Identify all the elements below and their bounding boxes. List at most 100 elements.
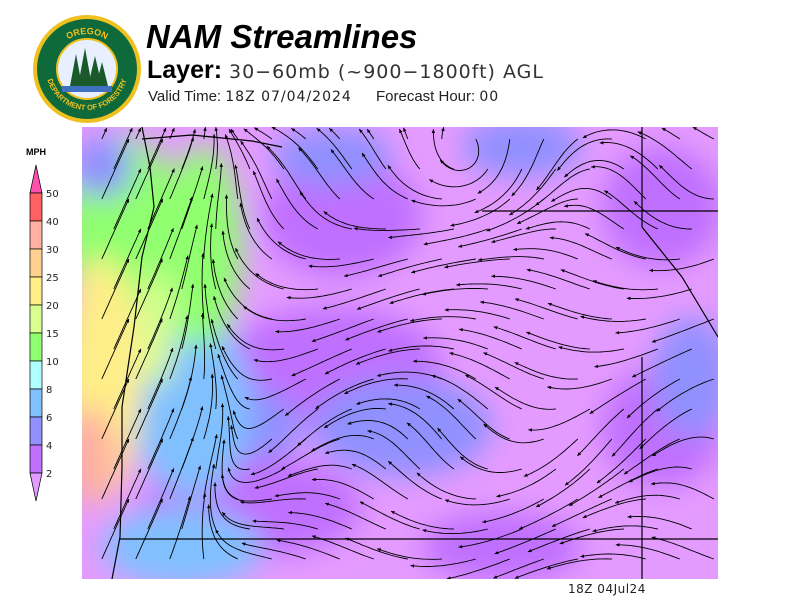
streamline-arrowhead (137, 128, 141, 133)
streamline (275, 318, 340, 333)
streamline (423, 337, 488, 350)
streamline (113, 168, 142, 230)
streamline (284, 378, 341, 417)
streamline (629, 155, 681, 200)
streamline-arrowhead (159, 438, 163, 443)
streamline-arrowhead (344, 390, 349, 394)
legend-tick-label: 40 (46, 217, 59, 228)
legend-tick-label: 4 (46, 441, 52, 452)
forecast-hour-label: Forecast Hour: (375, 88, 476, 105)
streamline (356, 398, 421, 410)
streamline-arrowhead (474, 209, 479, 213)
streamline (491, 228, 556, 243)
legend-swatch (29, 276, 43, 306)
streamline (388, 403, 443, 440)
streamline (211, 319, 239, 380)
streamline-arrowhead (329, 128, 334, 133)
streamline (252, 520, 318, 530)
streamline-arrowhead (190, 137, 195, 142)
streamline-arrowhead (628, 479, 633, 483)
streamline-arrowhead (649, 268, 654, 273)
streamline (429, 168, 489, 188)
streamline-arrowhead (493, 326, 498, 330)
streamline (181, 224, 198, 290)
streamline-arrowhead (536, 186, 541, 191)
streamline-arrowhead (257, 217, 261, 222)
streamline-arrowhead (390, 511, 395, 515)
streamline-arrowhead (526, 268, 531, 272)
streamline (210, 223, 217, 290)
streamline (410, 558, 476, 567)
streamline (599, 142, 659, 170)
streamline-arrowhead (297, 442, 302, 446)
streamline (628, 466, 692, 483)
streamline-map (82, 127, 718, 579)
streamline-arrowhead (615, 500, 620, 504)
streamline (626, 378, 681, 419)
legend-swatch (29, 416, 43, 446)
streamline-arrowhead (197, 465, 202, 470)
streamline-arrowhead (125, 498, 129, 503)
streamline-arrowhead (137, 348, 141, 353)
streamline (135, 258, 163, 320)
streamline-arrowhead (214, 434, 218, 439)
streamline-arrowhead (159, 498, 163, 503)
streamline (308, 258, 374, 268)
streamline-arrowhead (483, 423, 488, 428)
streamline-arrowhead (311, 477, 316, 482)
streamline-arrowhead (599, 141, 604, 145)
streamline-arrowhead (254, 127, 259, 131)
streamline-arrowhead (388, 461, 393, 465)
streamline-arrowhead (627, 515, 632, 519)
streamline (423, 228, 488, 245)
streamline (276, 178, 319, 230)
streamline-arrowhead (185, 255, 189, 260)
streamline-arrowhead (255, 273, 260, 277)
streamline (387, 165, 442, 200)
streamline (651, 482, 715, 500)
streamline-arrowhead (630, 155, 635, 160)
streamline-arrowhead (523, 473, 528, 477)
streamline-arrowhead (345, 337, 350, 341)
streamline-arrowhead (387, 165, 392, 170)
streamline (551, 498, 612, 528)
streamline (551, 187, 613, 202)
streamline-arrowhead (388, 235, 393, 239)
streamline-arrowhead (377, 548, 382, 552)
streamline (437, 427, 488, 470)
streamline (243, 305, 306, 322)
streamline (297, 408, 352, 447)
streamline-arrowhead (483, 352, 488, 356)
streamline (413, 360, 477, 380)
streamline-arrowhead (239, 203, 243, 207)
streamline (214, 482, 250, 530)
streamline-arrowhead (266, 146, 271, 150)
streamline-arrowhead (244, 396, 249, 401)
streamline-arrowhead (222, 346, 226, 351)
streamline-arrowhead (413, 359, 417, 363)
streamline-arrowhead (477, 190, 482, 194)
streamline (181, 166, 204, 230)
streamline-arrowhead (536, 503, 541, 507)
streamline-arrowhead (426, 395, 431, 400)
streamline (651, 536, 714, 560)
streamline (253, 348, 318, 363)
streamline (387, 460, 442, 500)
streamline (240, 498, 306, 504)
streamline (181, 465, 201, 530)
streamline-arrowhead (449, 352, 454, 356)
streamline-arrowhead (308, 264, 313, 268)
streamline-arrowhead (215, 529, 219, 534)
streamline-arrowhead (357, 306, 362, 310)
streamline-arrowhead (125, 378, 129, 383)
streamline-arrowhead (651, 481, 655, 486)
streamline-arrowhead (580, 554, 585, 558)
streamline (376, 548, 442, 560)
streamline-arrowhead (268, 449, 273, 453)
streamline (330, 149, 375, 200)
streamline-arrowhead (190, 437, 194, 442)
streamline (615, 544, 680, 560)
streamline-arrowhead (615, 247, 620, 251)
streamline (169, 196, 193, 260)
legend-tick-label: 8 (46, 385, 52, 396)
